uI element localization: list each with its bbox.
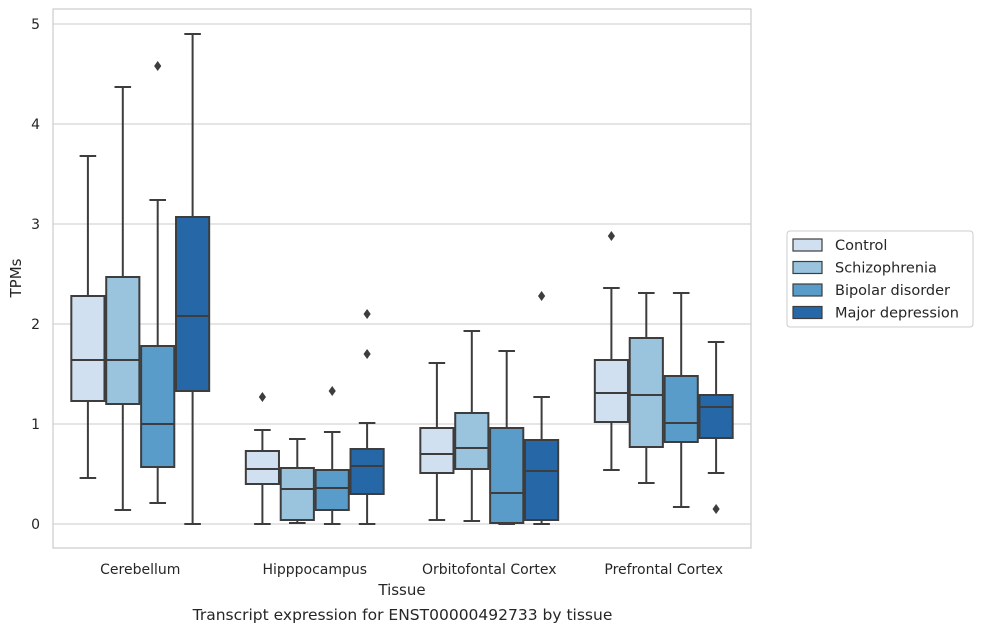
outlier-point <box>607 231 615 241</box>
plot-frame <box>52 8 752 549</box>
box-iqr <box>663 375 699 443</box>
legend-label: Bipolar disorder <box>835 283 950 299</box>
box-iqr <box>279 467 315 521</box>
box-iqr <box>349 448 385 495</box>
box-group <box>105 86 141 511</box>
x-axis-label: Tissue <box>377 581 425 599</box>
y-axis-label: TPMs <box>7 258 25 298</box>
y-tick-label: 0 <box>31 517 40 533</box>
box-iqr <box>105 276 141 405</box>
box-group <box>140 61 176 504</box>
box-group <box>489 350 525 525</box>
box-iqr <box>454 412 490 470</box>
x-tick-label: Orbitofontal Cortex <box>422 562 557 578</box>
box-iqr <box>70 295 106 402</box>
legend-swatch <box>792 283 823 297</box>
box-group <box>175 33 211 525</box>
y-tick-label: 4 <box>31 117 40 133</box>
box-iqr <box>489 427 525 524</box>
box-iqr <box>593 359 629 423</box>
outlier-point <box>538 291 546 301</box>
box-iqr <box>698 394 734 439</box>
y-tick-label: 5 <box>31 17 40 33</box>
outlier-point <box>712 504 720 514</box>
legend-items: Control Schizophrenia Bipolar disorder Majo… <box>792 238 959 322</box>
outlier-point <box>363 309 371 319</box>
outlier-point <box>363 349 371 359</box>
box-group <box>349 309 385 525</box>
outlier-point <box>328 386 336 396</box>
outlier-point <box>154 61 162 71</box>
box-group <box>419 362 455 521</box>
box-iqr <box>628 337 664 448</box>
legend-label: Schizophrenia <box>835 261 937 277</box>
box-iqr <box>314 469 350 511</box>
y-tick-label: 2 <box>31 317 40 333</box>
box-group <box>454 330 490 522</box>
legend-label: Control <box>835 238 887 254</box>
box-iqr <box>244 450 280 485</box>
legend-label: Major depression <box>835 306 959 322</box>
legend: Control Schizophrenia Bipolar disorder Majo… <box>786 230 974 328</box>
box-iqr <box>175 216 211 392</box>
box-iqr <box>140 345 176 468</box>
y-tick-label: 1 <box>31 417 40 433</box>
box-group <box>698 341 734 514</box>
box-iqr <box>419 427 455 474</box>
outlier-point <box>258 392 266 402</box>
box-group <box>244 392 280 525</box>
x-tick-label: Prefrontal Cortex <box>604 562 723 578</box>
box-group <box>663 292 699 508</box>
legend-swatch <box>792 260 823 275</box>
y-tick-label: 3 <box>31 217 40 233</box>
x-tick-label: Cerebellum <box>100 562 180 578</box>
boxes <box>70 33 734 525</box>
figure-caption: Transcript expression for ENST0000049273… <box>192 606 613 624</box>
box-group <box>70 155 106 479</box>
legend-swatch <box>792 305 823 320</box>
legend-frame <box>786 230 974 328</box>
box-group <box>314 386 350 525</box>
legend-swatch <box>792 238 823 252</box>
x-tick-label: Hipppocampus <box>262 562 367 578</box>
box-group <box>628 292 664 484</box>
box-group <box>279 438 315 524</box>
tick-labels: 0 1 2 3 4 5 Cerebellum Hipppocampus Orbitofontal… <box>31 17 723 578</box>
box-group <box>593 231 629 471</box>
box-group <box>524 291 560 525</box>
box-iqr <box>524 439 560 521</box>
